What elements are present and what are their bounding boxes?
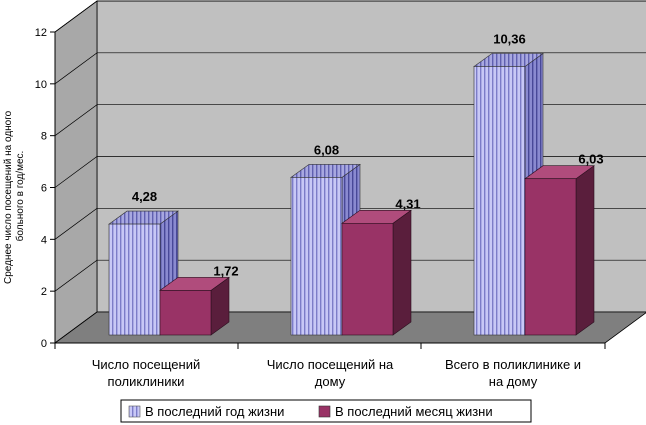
y-tick-labels: 0 2 4 6 8 10 12 — [35, 27, 47, 350]
y-axis-label-line-1: Среднее число посещений на одного — [3, 110, 14, 284]
bar-side-2-3 — [575, 165, 595, 336]
bar-2-1 — [159, 290, 212, 336]
y-axis-label-line-2: больного в год/мес. — [14, 151, 26, 242]
data-labels: 4,28 1,72 6,08 4,31 10,36 6,03 — [132, 32, 604, 279]
legend-label-series-2: В последний месяц жизни — [335, 404, 493, 419]
legend-label-series-1: В последний год жизни — [145, 404, 284, 419]
y-tick-label: 0 — [41, 338, 47, 350]
bar-2-2 — [341, 222, 394, 336]
gridline — [54, 207, 646, 240]
y-tick-label: 8 — [41, 131, 47, 143]
bar-1-1 — [108, 223, 161, 336]
legend-swatch-series-1 — [128, 405, 141, 418]
y-axis-label: Среднее число посещений на одного больно… — [3, 108, 26, 284]
gridline — [54, 104, 646, 136]
bars — [108, 52, 595, 336]
gridline — [54, 52, 646, 85]
data-label-2-1: 1,72 — [213, 263, 238, 278]
gridlines — [54, 0, 646, 292]
data-label-1-3: 10,36 — [493, 32, 526, 47]
category-label-3: Всего в поликлинике и на дому — [445, 357, 581, 389]
legend: В последний год жизни В последний месяц … — [120, 399, 532, 423]
y-tick-label: 2 — [41, 286, 47, 298]
axes — [50, 31, 606, 349]
bar-2-3 — [524, 178, 577, 336]
legend-swatch-series-2 — [318, 405, 331, 418]
data-label-2-2: 4,31 — [395, 196, 420, 211]
category-label-2: Число посещений на дому — [267, 357, 394, 389]
category-labels: Число посещений поликлиники Число посещени… — [92, 357, 581, 389]
bar-1-3 — [473, 66, 526, 336]
gridline — [54, 0, 646, 33]
y-tick-label: 10 — [35, 79, 47, 91]
gridline — [54, 156, 646, 188]
bar-side-2-2 — [392, 209, 412, 336]
bar-1-2 — [290, 177, 343, 336]
data-label-1-2: 6,08 — [314, 142, 339, 157]
data-label-1-1: 4,28 — [132, 189, 157, 204]
category-label-1: Число посещений поликлиники — [92, 357, 200, 389]
data-label-2-3: 6,03 — [578, 152, 603, 167]
gridline — [54, 259, 646, 292]
y-tick-label: 12 — [35, 27, 47, 39]
y-tick-label: 6 — [41, 183, 47, 195]
y-tick-label: 4 — [41, 234, 47, 246]
